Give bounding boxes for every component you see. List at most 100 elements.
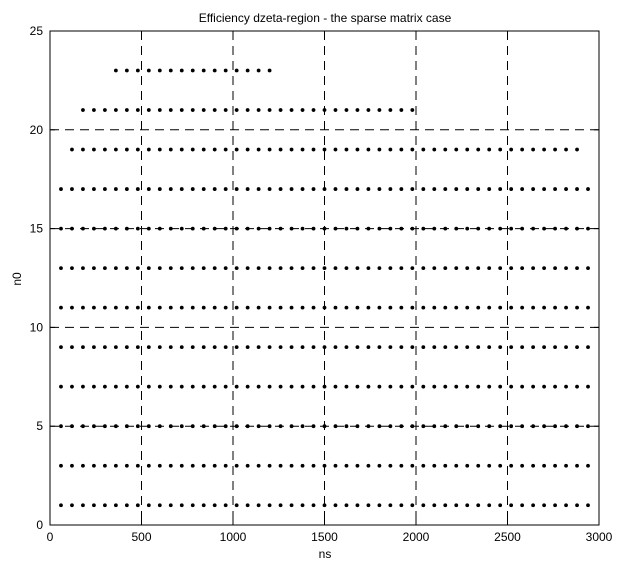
data-point xyxy=(454,226,459,231)
data-point xyxy=(81,147,85,152)
data-point xyxy=(124,108,129,112)
data-point xyxy=(234,108,239,112)
data-point xyxy=(388,384,393,389)
data-point xyxy=(465,345,470,350)
data-point xyxy=(146,68,151,73)
data-point xyxy=(300,226,305,231)
data-point xyxy=(443,187,448,191)
data-point xyxy=(223,68,228,73)
data-point xyxy=(366,305,371,310)
data-point xyxy=(92,147,96,152)
data-point xyxy=(59,187,63,191)
data-point xyxy=(92,384,96,389)
data-point xyxy=(278,187,283,191)
data-point xyxy=(443,305,448,310)
data-point xyxy=(542,503,546,508)
data-point xyxy=(443,345,448,350)
data-point xyxy=(124,345,129,350)
data-point xyxy=(300,147,305,152)
data-point xyxy=(278,305,283,310)
data-point xyxy=(333,503,338,508)
data-point xyxy=(432,147,437,152)
data-point xyxy=(113,345,118,350)
data-point xyxy=(212,424,217,429)
data-point xyxy=(103,345,107,350)
data-point xyxy=(201,266,206,271)
data-point xyxy=(542,305,546,310)
data-point xyxy=(70,305,74,310)
data-point xyxy=(212,345,217,350)
data-point xyxy=(223,266,228,271)
data-point xyxy=(168,305,173,310)
data-point xyxy=(201,345,206,350)
data-point xyxy=(289,266,294,271)
data-point xyxy=(487,266,492,271)
data-point xyxy=(520,305,525,310)
data-point xyxy=(245,226,250,231)
data-point xyxy=(179,463,184,468)
data-point xyxy=(509,147,514,152)
data-point xyxy=(81,108,85,112)
data-point xyxy=(366,108,371,112)
data-point xyxy=(146,187,151,191)
data-point xyxy=(311,226,316,231)
data-point xyxy=(113,187,118,191)
data-point xyxy=(245,187,250,191)
data-point xyxy=(487,424,492,429)
data-point xyxy=(344,503,349,508)
data-point xyxy=(267,226,272,231)
data-point xyxy=(476,187,481,191)
data-point xyxy=(59,345,63,350)
data-point xyxy=(103,266,107,271)
data-point xyxy=(234,503,239,508)
data-point xyxy=(454,384,459,389)
data-point xyxy=(333,424,338,429)
data-point xyxy=(135,503,140,508)
data-point xyxy=(201,68,206,73)
data-point xyxy=(531,345,536,350)
data-point xyxy=(421,345,426,350)
data-point xyxy=(542,266,546,271)
data-point xyxy=(542,345,546,350)
data-point xyxy=(311,424,316,429)
data-point xyxy=(586,345,590,350)
y-tick-label: 10 xyxy=(30,320,44,334)
data-point xyxy=(146,226,151,231)
data-point xyxy=(278,108,283,112)
y-tick-label: 25 xyxy=(30,24,44,38)
data-point xyxy=(135,463,140,468)
data-point xyxy=(157,108,162,112)
data-point xyxy=(498,463,503,468)
data-point xyxy=(487,345,492,350)
data-point xyxy=(410,187,415,191)
data-point xyxy=(113,384,118,389)
data-point xyxy=(377,463,382,468)
data-point xyxy=(553,187,557,191)
data-point xyxy=(212,147,217,152)
data-point xyxy=(70,226,74,231)
data-point xyxy=(278,384,283,389)
data-point xyxy=(520,345,525,350)
data-point xyxy=(212,68,217,73)
data-point xyxy=(190,384,195,389)
data-point xyxy=(300,503,305,508)
data-point xyxy=(322,226,327,231)
data-point xyxy=(267,384,272,389)
data-point xyxy=(300,305,305,310)
data-point xyxy=(454,147,459,152)
data-point xyxy=(179,226,184,231)
data-point xyxy=(146,345,151,350)
data-point xyxy=(432,345,437,350)
data-point xyxy=(575,384,579,389)
data-point xyxy=(92,108,96,112)
data-point xyxy=(465,463,470,468)
data-point xyxy=(432,226,437,231)
data-point xyxy=(410,108,415,112)
data-point xyxy=(92,463,96,468)
data-point xyxy=(322,305,327,310)
data-point xyxy=(234,345,239,350)
data-point xyxy=(377,424,382,429)
data-point xyxy=(377,108,382,112)
data-point xyxy=(421,424,426,429)
data-point xyxy=(92,266,96,271)
